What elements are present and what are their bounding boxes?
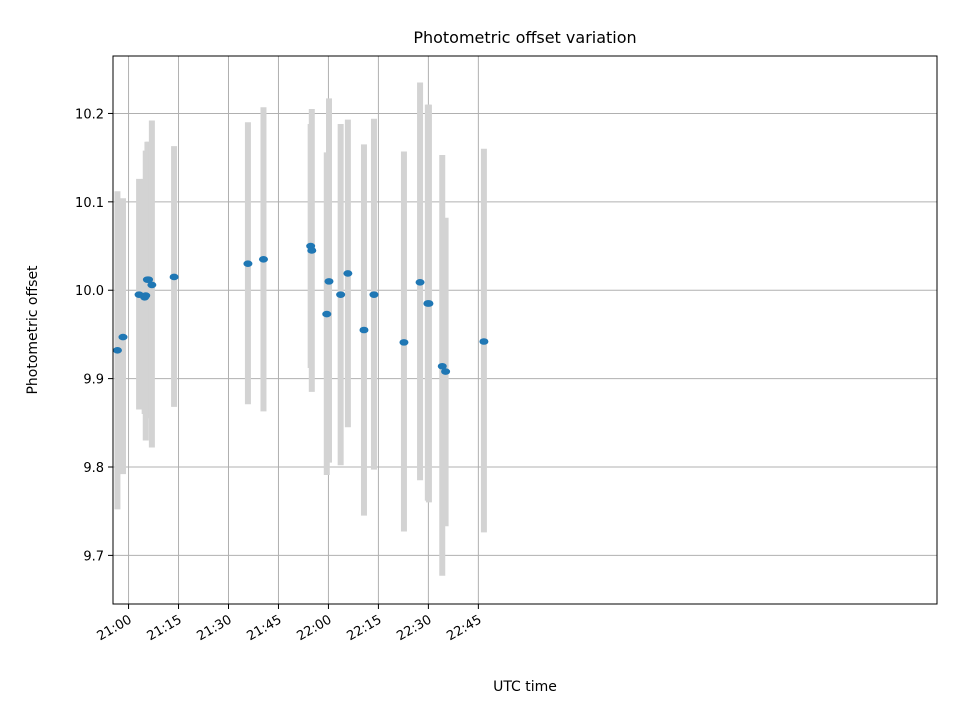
- data-point: [118, 333, 128, 341]
- data-point: [307, 247, 317, 254]
- y-tick-label: 9.9: [83, 373, 104, 388]
- y-tick-label: 9.8: [83, 461, 104, 476]
- chart-title: Photometric offset variation: [413, 28, 636, 47]
- data-point: [359, 326, 369, 334]
- x-tick-label: 22:15: [344, 612, 384, 644]
- data-point: [322, 310, 332, 318]
- y-tick-label: 10.1: [75, 196, 104, 211]
- data-point: [441, 368, 451, 375]
- x-tick-label: 21:30: [195, 612, 235, 644]
- x-tick-label: 22:45: [444, 612, 484, 644]
- data-point: [415, 278, 425, 286]
- data-point: [258, 255, 268, 263]
- data-point: [424, 300, 434, 307]
- y-tick-label: 10.2: [75, 107, 104, 122]
- data-point: [343, 270, 353, 277]
- data-point: [112, 347, 122, 354]
- data-point: [437, 362, 447, 370]
- x-tick-label: 21:15: [145, 612, 185, 644]
- x-tick-label: 21:00: [95, 612, 135, 644]
- data-point: [324, 278, 334, 285]
- y-axis-ticks: 9.7 9.8 9.9 10.0 10.1 10.2: [75, 107, 113, 564]
- data-point: [479, 338, 489, 345]
- x-tick-label: 22:30: [394, 612, 434, 644]
- x-axis-ticks: 21:00 21:15 21:30 21:45 22:00 22:15 22:30 22:45: [95, 604, 484, 644]
- y-tick-label: 10.0: [75, 284, 104, 299]
- data-point: [336, 291, 346, 298]
- x-axis-label: UTC time: [493, 679, 557, 695]
- data-points: [112, 242, 489, 375]
- y-axis-label: Photometric offset: [25, 265, 41, 395]
- data-point: [243, 260, 253, 268]
- grid: [113, 56, 937, 604]
- x-tick-label: 22:00: [294, 612, 334, 644]
- data-point: [141, 292, 151, 299]
- x-tick-label: 21:45: [245, 612, 285, 644]
- y-tick-label: 9.7: [83, 549, 104, 564]
- data-point: [369, 291, 379, 298]
- data-point: [144, 276, 154, 283]
- plot-frame: [112, 55, 938, 605]
- error-bars: [114, 82, 487, 576]
- data-point: [169, 273, 179, 281]
- data-point: [399, 339, 409, 346]
- data-point: [147, 281, 157, 289]
